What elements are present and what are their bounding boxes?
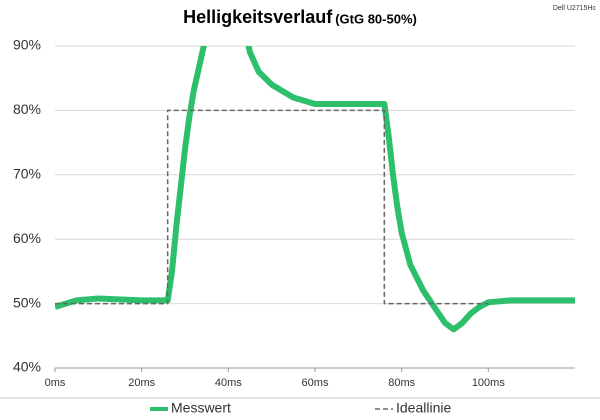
plot-area (55, 46, 575, 333)
y-tick-label: 70% (13, 166, 41, 182)
x-tick-label: 20ms (128, 377, 155, 389)
y-tick-label: 40% (13, 359, 41, 375)
y-tick-label: 50% (13, 294, 41, 310)
x-tick-label: 40ms (215, 377, 242, 389)
line-series (55, 46, 575, 333)
x-tick-label: 0ms (45, 377, 66, 389)
y-tick-label: 90% (13, 37, 41, 53)
chart-title: Helligkeitsverlauf (183, 7, 333, 27)
y-tick-label: 80% (13, 101, 41, 117)
chart-subtitle: (GtG 80-50%) (335, 11, 417, 26)
x-tick-label: 100ms (472, 377, 506, 389)
legend-label: Ideallinie (396, 400, 451, 416)
x-tick-label: 80ms (388, 377, 415, 389)
monitor-label: Dell U2715Hc (553, 5, 597, 12)
legend-label: Messwert (171, 400, 231, 416)
line-series (55, 109, 489, 305)
x-tick-label: 60ms (302, 377, 329, 389)
y-tick-label: 60% (13, 230, 41, 246)
